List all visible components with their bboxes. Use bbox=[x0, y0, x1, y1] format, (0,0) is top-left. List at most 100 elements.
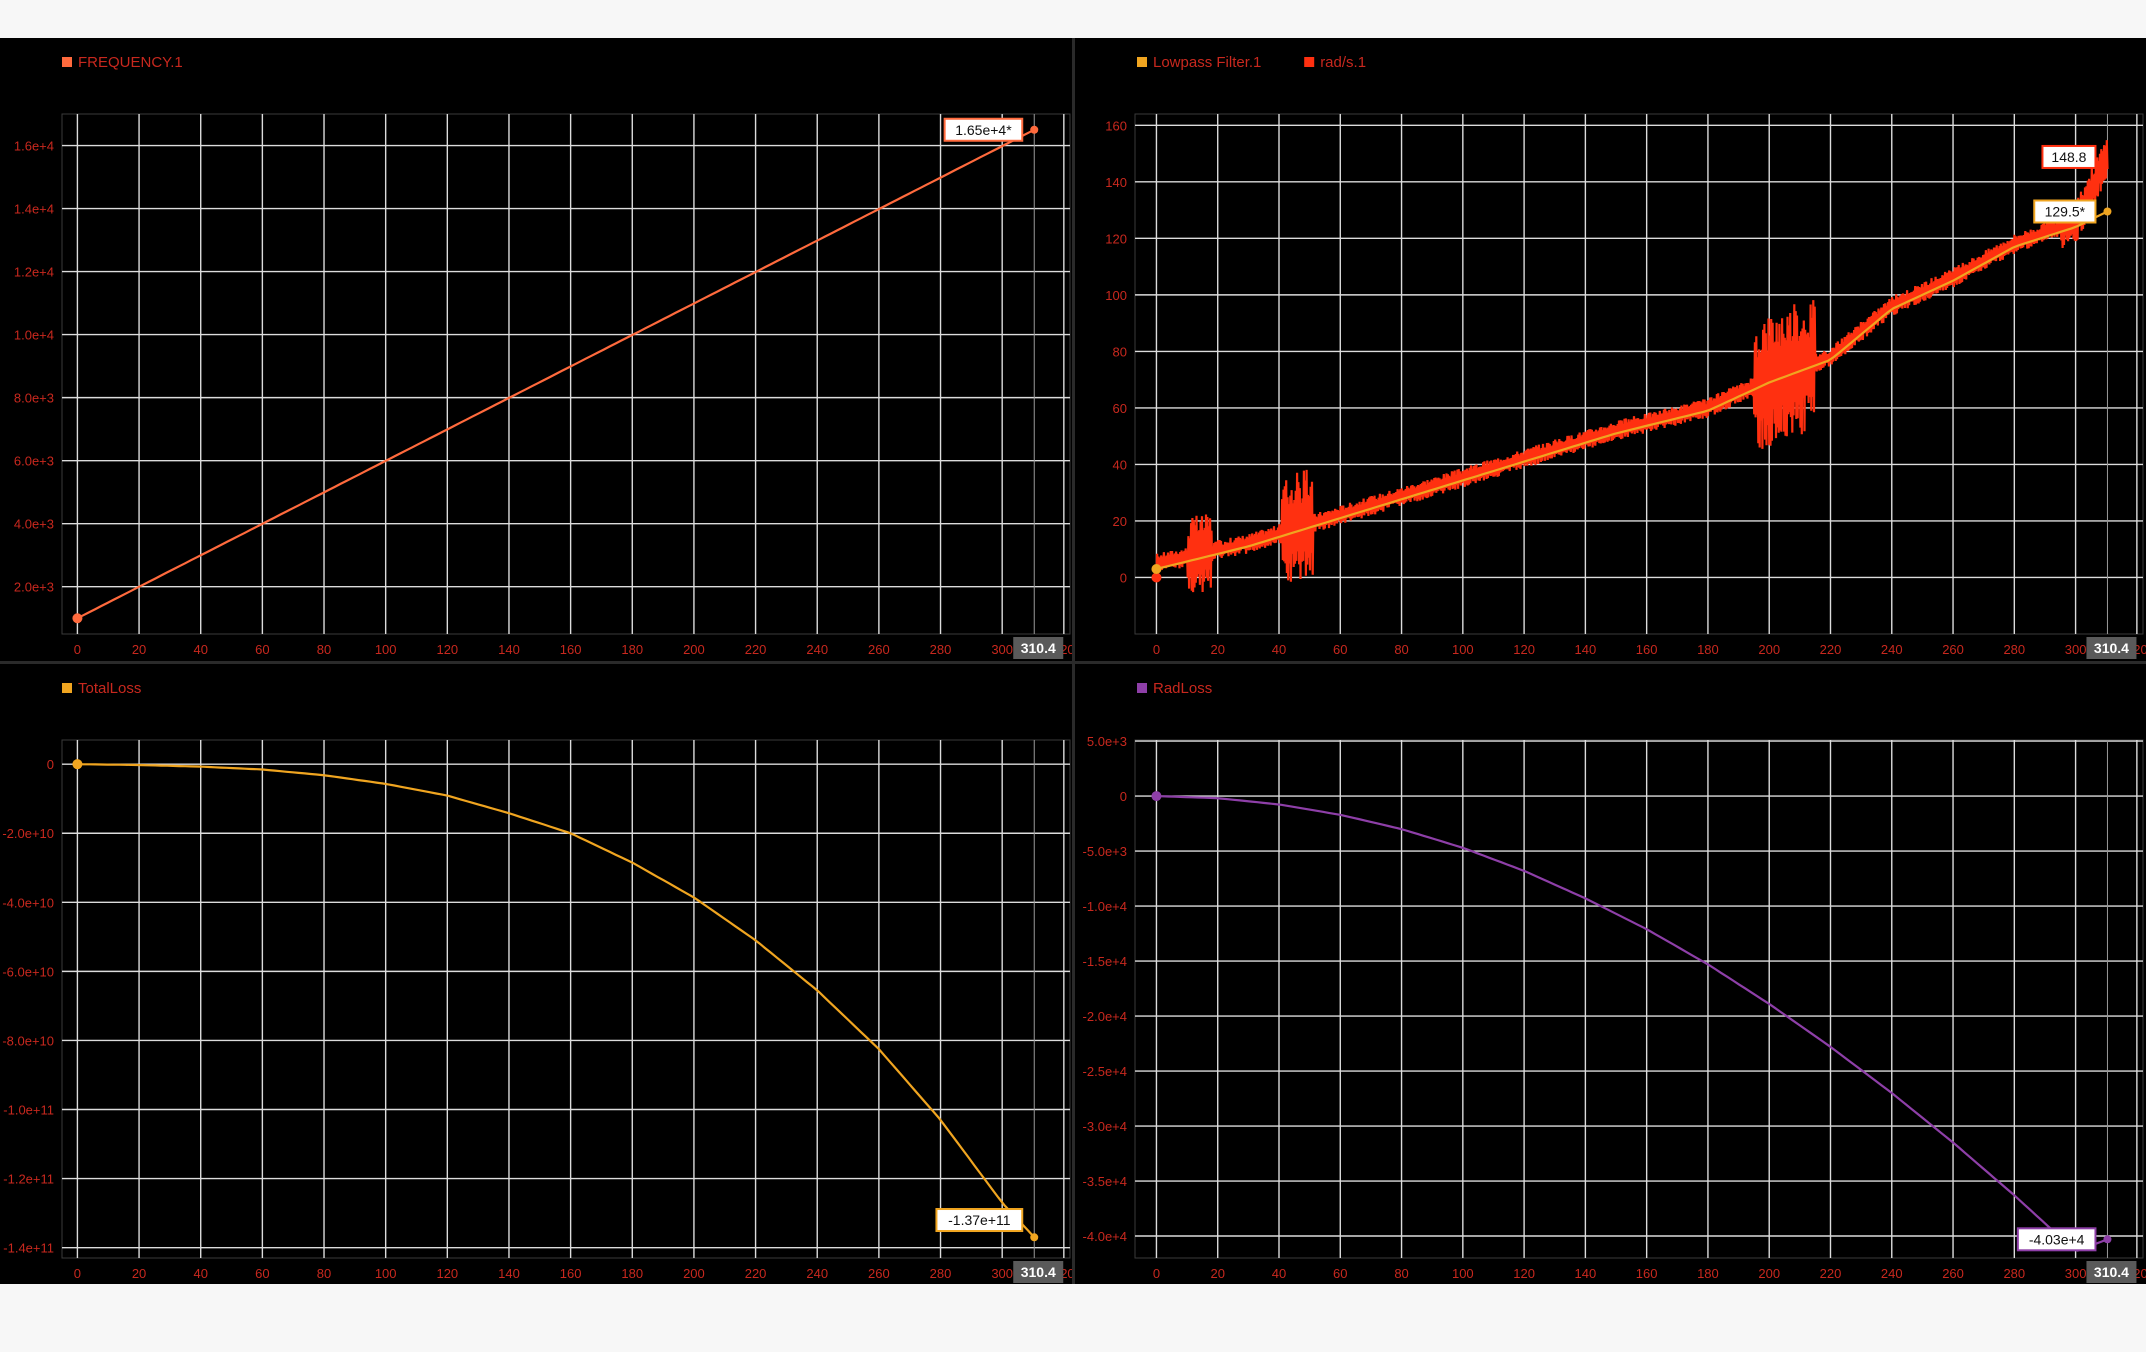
x-tick-label: 300 bbox=[991, 1266, 1013, 1281]
y-tick-label: 6.0e+3 bbox=[14, 454, 54, 469]
x-tick-label: 280 bbox=[930, 1266, 952, 1281]
x-tick-label: 60 bbox=[255, 642, 269, 657]
x-tick-label: 280 bbox=[2003, 642, 2025, 657]
x-tick-label: 240 bbox=[1881, 1266, 1903, 1281]
legend-swatch bbox=[62, 57, 72, 67]
y-tick-label: -4.0e+10 bbox=[2, 895, 54, 910]
value-label: -1.37e+11 bbox=[948, 1212, 1011, 1228]
y-tick-label: 8.0e+3 bbox=[14, 391, 54, 406]
x-tick-label: 80 bbox=[317, 1266, 331, 1281]
x-tick-label: 40 bbox=[193, 642, 207, 657]
x-tick-label: 160 bbox=[560, 1266, 582, 1281]
value-label: -4.03e+4 bbox=[2029, 1231, 2085, 1247]
y-tick-label: 160 bbox=[1105, 118, 1127, 133]
y-tick-label: 1.0e+4 bbox=[14, 328, 54, 343]
y-tick-label: 0 bbox=[47, 757, 54, 772]
x-tick-label: 180 bbox=[621, 642, 643, 657]
panel-divider-horizontal bbox=[0, 661, 2146, 664]
x-tick-label: 80 bbox=[317, 642, 331, 657]
x-tick-label: 200 bbox=[683, 1266, 705, 1281]
x-tick-label: 260 bbox=[868, 1266, 890, 1281]
x-tick-label: 100 bbox=[1452, 1266, 1474, 1281]
x-tick-label: 220 bbox=[1820, 1266, 1842, 1281]
x-tick-label: 60 bbox=[1333, 642, 1347, 657]
x-tick-label: 180 bbox=[1697, 642, 1719, 657]
radloss-chart[interactable]: 0 20 40 60 80 100 120 140 160 180 200 220 240 260 280 3… bbox=[1075, 664, 2146, 1284]
frequency-panel: 0 20 40 60 80 100 120 140 160 180 200 220 240 260 280 3… bbox=[0, 38, 1072, 661]
cursor-readout-box bbox=[1013, 637, 1064, 659]
cursor-readout-box bbox=[1013, 1261, 1064, 1283]
value-label: 148.8 bbox=[2051, 149, 2086, 165]
y-tick-label: -3.0e+4 bbox=[1083, 1119, 1127, 1134]
x-tick-label: 220 bbox=[1820, 642, 1842, 657]
x-tick-label: 180 bbox=[621, 1266, 643, 1281]
series-line-1 bbox=[1156, 210, 2108, 571]
y-tick-label: 5.0e+3 bbox=[1087, 734, 1127, 749]
legend-label: RadLoss bbox=[1153, 680, 1212, 697]
y-tick-label: -1.0e+11 bbox=[3, 1103, 54, 1118]
value-label: 1.65e+4* bbox=[955, 122, 1012, 138]
lowpass-chart[interactable]: 0 20 40 60 80 100 120 140 160 180 200 220 240 260 280 3… bbox=[1075, 38, 2146, 661]
x-tick-label: 80 bbox=[1394, 642, 1408, 657]
legend-swatch bbox=[1137, 683, 1147, 693]
value-label-box bbox=[943, 117, 1024, 142]
x-tick-label: 160 bbox=[1636, 642, 1658, 657]
cursor-readout-box bbox=[2086, 1261, 2137, 1283]
series-end-marker bbox=[2103, 207, 2112, 216]
y-tick-label: -1.4e+11 bbox=[3, 1241, 54, 1256]
x-tick-label: 200 bbox=[1758, 642, 1780, 657]
x-tick-label: 60 bbox=[1333, 1266, 1347, 1281]
y-tick-label: -2.5e+4 bbox=[1083, 1064, 1127, 1079]
legend-swatch bbox=[1304, 57, 1315, 67]
y-tick-label: -5.0e+3 bbox=[1083, 844, 1127, 859]
y-tick-label: 60 bbox=[1113, 401, 1127, 416]
radloss-panel: 0 20 40 60 80 100 120 140 160 180 200 220 240 260 280 3… bbox=[1075, 664, 2146, 1284]
x-tick-label: 160 bbox=[560, 642, 582, 657]
y-tick-label: 1.2e+4 bbox=[14, 265, 54, 280]
x-tick-label: 20 bbox=[1210, 1266, 1224, 1281]
x-tick-label: 120 bbox=[1513, 1266, 1535, 1281]
y-tick-label: 100 bbox=[1105, 288, 1127, 303]
frequency-chart[interactable]: 0 20 40 60 80 100 120 140 160 180 200 220 240 260 280 3… bbox=[0, 38, 1072, 661]
x-tick-label: 140 bbox=[498, 1266, 520, 1281]
y-tick-label: 1.6e+4 bbox=[14, 139, 54, 154]
x-tick-label: 300 bbox=[2065, 642, 2087, 657]
value-label-box bbox=[935, 1208, 1024, 1233]
plot-area bbox=[61, 739, 1071, 1259]
value-label-box bbox=[2041, 144, 2097, 169]
lowpass-panel: 0 20 40 60 80 100 120 140 160 180 200 220 240 260 280 3… bbox=[1075, 38, 2146, 661]
totalloss-chart[interactable]: 0 20 40 60 80 100 120 140 160 180 200 220 240 260 280 3… bbox=[0, 664, 1072, 1284]
value-label-box bbox=[2016, 1227, 2097, 1252]
legend-label: rad/s.1 bbox=[1320, 54, 1366, 71]
legend-label: Lowpass Filter.1 bbox=[1153, 54, 1261, 71]
cursor-readout: 310.4 bbox=[2094, 1264, 2129, 1280]
x-tick-label: 300 bbox=[2065, 1266, 2087, 1281]
y-tick-label: 1.4e+4 bbox=[14, 202, 54, 217]
x-tick-label: 20 bbox=[132, 642, 146, 657]
x-tick-label: 40 bbox=[1272, 1266, 1286, 1281]
y-tick-label: -2.0e+4 bbox=[1083, 1009, 1127, 1024]
x-tick-label: 0 bbox=[74, 642, 81, 657]
x-tick-label: 0 bbox=[1153, 1266, 1160, 1281]
series-end-marker bbox=[1030, 125, 1039, 134]
x-tick-label: 20 bbox=[1210, 642, 1224, 657]
x-tick-label: 0 bbox=[1153, 642, 1160, 657]
series-line-0 bbox=[77, 763, 1036, 1239]
x-tick-label: 20 bbox=[132, 1266, 146, 1281]
series-line-0 bbox=[76, 128, 1035, 620]
y-tick-label: -1.0e+4 bbox=[1083, 899, 1127, 914]
series-end-marker bbox=[2103, 1235, 2112, 1244]
y-tick-label: 4.0e+3 bbox=[14, 517, 54, 532]
x-tick-label: 220 bbox=[745, 1266, 767, 1281]
x-tick-label: 60 bbox=[255, 1266, 269, 1281]
y-tick-label: 140 bbox=[1105, 175, 1127, 190]
series-start-marker bbox=[72, 613, 83, 624]
x-tick-label: 200 bbox=[683, 642, 705, 657]
x-tick-label: 140 bbox=[1575, 642, 1597, 657]
cursor-readout: 310.4 bbox=[1021, 640, 1056, 656]
x-tick-label: 260 bbox=[1942, 642, 1964, 657]
x-tick-label: 40 bbox=[1272, 642, 1286, 657]
totalloss-panel: 0 20 40 60 80 100 120 140 160 180 200 220 240 260 280 3… bbox=[0, 664, 1072, 1284]
x-tick-label: 40 bbox=[193, 1266, 207, 1281]
legend-label: FREQUENCY.1 bbox=[78, 54, 183, 71]
